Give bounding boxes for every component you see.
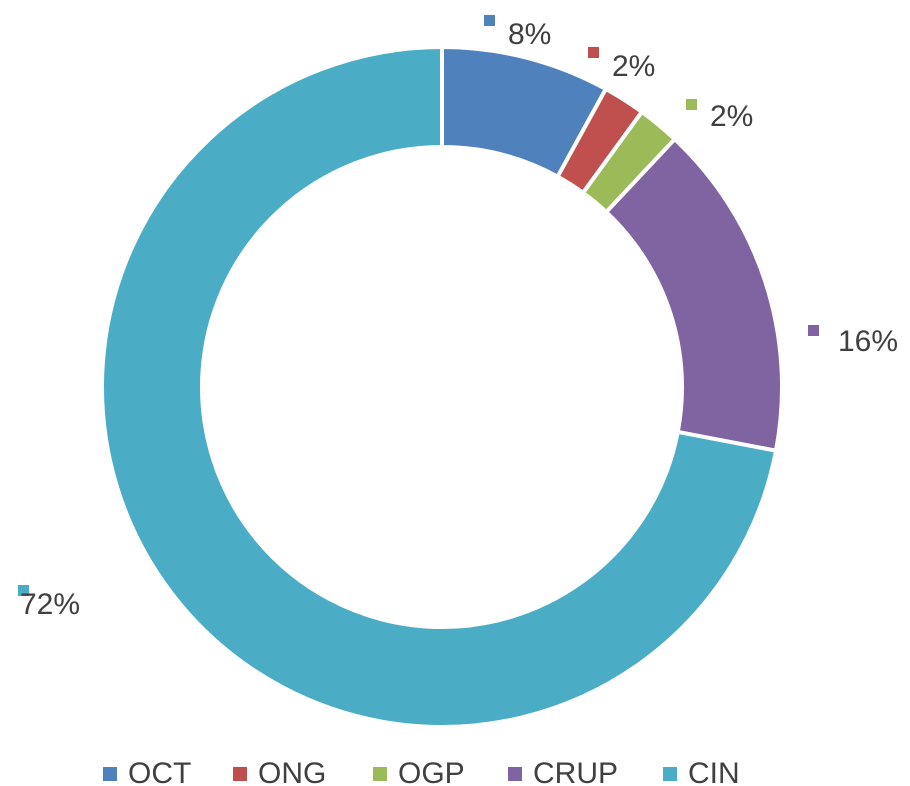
legend-key (103, 767, 117, 781)
data-label: 16% (838, 325, 898, 358)
data-label: 2% (612, 50, 655, 83)
legend-key (508, 767, 522, 781)
legend-key (373, 767, 387, 781)
legend-label: CRUP (533, 757, 618, 786)
legend-key (663, 767, 677, 781)
data-label: 2% (710, 100, 753, 133)
label-key (588, 47, 599, 58)
label-key (686, 99, 697, 110)
legend-label: ONG (258, 757, 326, 786)
data-label: 72% (20, 588, 80, 621)
data-label: 8% (508, 18, 551, 51)
label-key (484, 15, 495, 26)
label-key (808, 325, 819, 336)
label-key (18, 585, 29, 596)
donut-slice (100, 44, 779, 729)
legend-label: CIN (688, 757, 740, 786)
donut-slice (603, 136, 784, 454)
legend-label: OGP (398, 757, 465, 786)
legend-label: OCT (128, 757, 191, 786)
legend-key (233, 767, 247, 781)
